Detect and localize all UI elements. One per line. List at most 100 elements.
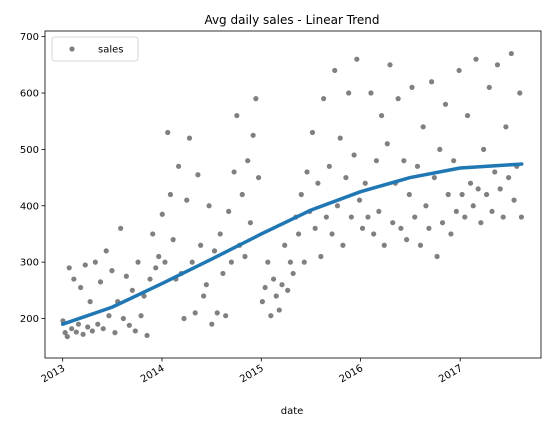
sales-point <box>273 293 279 299</box>
sales-point <box>417 242 424 248</box>
sales-point <box>198 242 204 248</box>
sales-point <box>362 180 368 186</box>
sales-point <box>73 329 79 335</box>
sales-point <box>453 208 459 215</box>
sales-point <box>451 158 457 164</box>
sales-point <box>95 321 101 327</box>
sales-point <box>184 197 190 203</box>
sales-point <box>503 124 509 130</box>
sales-point <box>390 220 396 226</box>
sales-point <box>206 203 212 209</box>
sales-point <box>497 186 503 192</box>
sales-point <box>359 225 366 231</box>
sales-point <box>268 313 274 319</box>
legend-box <box>51 36 139 62</box>
legend: sales <box>51 36 139 62</box>
sales-point <box>517 90 523 96</box>
axes: 200 300 400 500 600 700 2013 2014 2015 2016 2017 <box>20 30 542 385</box>
sales-point <box>92 259 98 265</box>
x-tick-label: 2014 <box>139 363 167 385</box>
sales-point <box>508 50 514 57</box>
sales-point <box>242 253 248 260</box>
sales-point <box>71 276 77 282</box>
sales-point <box>409 84 415 90</box>
sales-point <box>89 328 95 334</box>
sales-point <box>62 330 68 336</box>
sales-point <box>144 332 150 339</box>
sales-point <box>170 237 176 243</box>
sales-point <box>332 67 338 74</box>
sales-point <box>153 265 159 271</box>
sales-point <box>356 197 363 203</box>
sales-point <box>483 191 490 198</box>
chart-title: Avg daily sales - Linear Trend <box>204 13 379 27</box>
sales-point <box>506 174 512 181</box>
y-tick-label: 200 <box>20 314 39 325</box>
sales-point <box>87 299 93 305</box>
sales-point <box>426 225 432 231</box>
sales-point <box>239 191 245 198</box>
sales-point <box>365 214 371 220</box>
sales-point <box>381 242 387 248</box>
x-tick-label: 2017 <box>437 363 465 385</box>
x-tick-label: 2013 <box>40 363 68 385</box>
sales-point <box>226 208 232 215</box>
x-tick-label: 2016 <box>338 363 366 385</box>
sales-point <box>100 326 106 332</box>
sales-point <box>159 211 165 217</box>
sales-point <box>492 169 498 175</box>
sales-point <box>259 299 265 305</box>
sales-point <box>109 268 115 274</box>
sales-point <box>470 203 476 209</box>
sales-point <box>245 158 251 164</box>
y-tick-label: 500 <box>20 145 39 156</box>
sales-point <box>368 90 374 96</box>
sales-point <box>323 214 329 220</box>
sales-point <box>66 265 72 271</box>
sales-point <box>412 214 418 220</box>
sales-point <box>420 124 426 130</box>
legend-label: sales <box>98 45 123 56</box>
sales-point <box>217 231 223 237</box>
sales-point <box>123 273 129 279</box>
sales-point <box>126 322 132 328</box>
sales-point <box>253 96 259 102</box>
plot-frame <box>44 30 542 359</box>
sales-point <box>214 310 220 316</box>
x-axis-label: date <box>281 406 304 417</box>
sales-point <box>456 67 462 74</box>
sales-point <box>318 253 324 260</box>
sales-point <box>262 284 268 291</box>
sales-point <box>85 324 91 330</box>
sales-point <box>103 248 109 254</box>
sales-point <box>480 146 487 152</box>
sales-point <box>309 129 316 136</box>
sales-point <box>64 333 70 340</box>
sales-point <box>518 214 525 220</box>
sales-point <box>265 259 271 265</box>
sales-point <box>473 56 479 62</box>
sales-point <box>279 282 285 288</box>
sales-point <box>398 225 404 231</box>
sales-point <box>462 214 468 220</box>
sales-point <box>315 180 321 186</box>
sales-point <box>384 141 390 147</box>
sales-point <box>75 321 82 327</box>
sales-point <box>343 174 349 181</box>
sales-point <box>395 96 401 102</box>
sales-point <box>203 282 209 288</box>
y-tick-label: 700 <box>20 32 39 43</box>
sales-point <box>337 135 343 141</box>
sales-point <box>147 276 153 282</box>
sales-point <box>228 259 234 265</box>
sales-point <box>69 326 75 332</box>
sales-point <box>97 279 104 285</box>
sales-point <box>467 180 474 186</box>
sales-point <box>351 152 357 158</box>
sales-point <box>192 310 198 316</box>
sales-point <box>376 208 382 215</box>
sales-point <box>387 62 393 68</box>
sales-point <box>429 79 435 85</box>
sales-point <box>329 231 335 237</box>
